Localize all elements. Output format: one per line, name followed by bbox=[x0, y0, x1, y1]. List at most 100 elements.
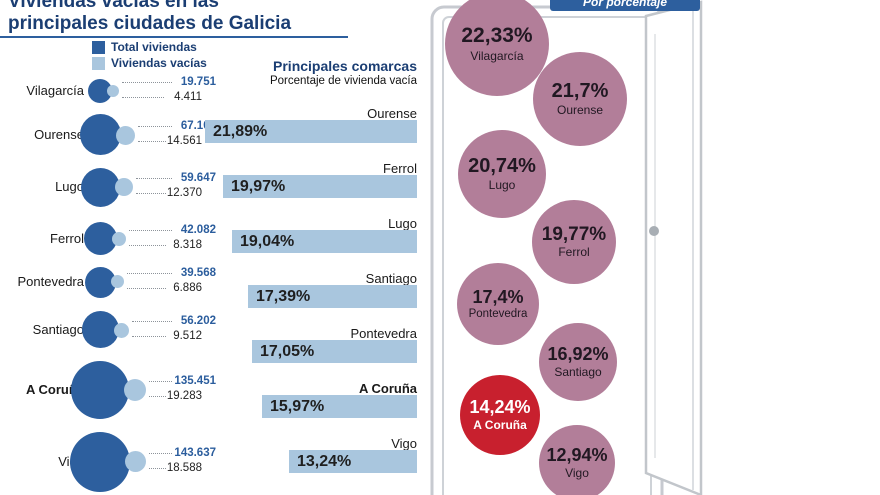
bar-row-label: Vigo bbox=[391, 436, 417, 451]
pct-circle-lugo: 20,74% Lugo bbox=[458, 130, 546, 218]
bar-row-label: Ourense bbox=[367, 106, 417, 121]
leader-line bbox=[136, 193, 166, 194]
bar-value-label: 19,97% bbox=[231, 178, 286, 195]
pct-value: 17,4% bbox=[472, 287, 524, 308]
leader-line bbox=[129, 230, 172, 231]
pct-value: 21,7% bbox=[551, 80, 609, 102]
pct-value: 14,24% bbox=[469, 397, 531, 418]
leader-line bbox=[132, 336, 166, 337]
legend: Total viviendas Viviendas vacías bbox=[92, 39, 207, 71]
vacant-value: 14.561 bbox=[166, 135, 202, 147]
leader-line bbox=[122, 82, 172, 83]
pct-value: 20,74% bbox=[468, 155, 536, 177]
leader-line bbox=[127, 273, 172, 274]
pct-city-name: A Coruña bbox=[473, 417, 527, 432]
leader-line bbox=[149, 468, 166, 469]
city-row-ferrol: Ferrol 42.082 8.318 bbox=[0, 204, 230, 274]
city-label: Vilagarcía bbox=[26, 83, 84, 98]
leader-line bbox=[122, 97, 164, 98]
total-value: 135.451 bbox=[174, 375, 216, 387]
city-row-vilagarcia: Vilagarcía 19.751 4.411 bbox=[0, 56, 230, 126]
total-bubble bbox=[70, 432, 130, 492]
city-label: Ourense bbox=[34, 127, 84, 142]
total-bubble bbox=[80, 114, 121, 155]
pct-value: 12,94% bbox=[546, 445, 608, 466]
total-value: 42.082 bbox=[180, 224, 216, 236]
vacant-value: 8.318 bbox=[173, 239, 202, 251]
bar-value-label: 17,05% bbox=[260, 343, 315, 360]
page-title-line2: principales ciudades de Galicia bbox=[8, 13, 292, 34]
leader-line bbox=[149, 396, 166, 397]
bar: 13,24% bbox=[289, 450, 417, 473]
pct-value: 16,92% bbox=[547, 344, 609, 365]
title-divider bbox=[0, 36, 348, 38]
city-row-lugo: Lugo 59.647 12.370 bbox=[0, 152, 230, 222]
vacant-value: 18.588 bbox=[166, 462, 202, 474]
bar-chart: Principales comarcas Porcentaje de vivie… bbox=[205, 0, 418, 495]
leader-line bbox=[129, 245, 166, 246]
pct-circle-vilagarcia: 22,33% Vilagarcía bbox=[445, 0, 549, 96]
total-value: 59.647 bbox=[180, 172, 216, 184]
pct-circle-ferrol: 19,77% Ferrol bbox=[532, 200, 616, 284]
bar-row-label: Pontevedra bbox=[350, 326, 418, 341]
leader-line bbox=[136, 178, 172, 179]
page-title: Viviendas vacías en las principales ciud… bbox=[8, 0, 353, 35]
bar-chart-subtitle: Porcentaje de vivienda vacía bbox=[269, 75, 417, 87]
pct-circle-vigo: 12,94% Vigo bbox=[539, 425, 615, 495]
bar-value-label: 13,24% bbox=[297, 453, 352, 470]
vacant-value: 19.283 bbox=[166, 390, 202, 402]
city-row-pontevedra: Pontevedra 39.568 6.886 bbox=[0, 247, 230, 317]
pct-city-name: Lugo bbox=[488, 178, 516, 192]
city-row-a-coruna: A Coruña 135.451 19.283 bbox=[0, 355, 230, 425]
vacant-value: 6.886 bbox=[173, 282, 202, 294]
pct-city-name: Ourense bbox=[556, 103, 604, 117]
pct-value: 22,33% bbox=[461, 24, 533, 48]
pct-city-name: Pontevedra bbox=[468, 307, 528, 320]
city-row-ourense: Ourense 67.105 14.561 bbox=[0, 100, 230, 170]
total-value: 143.637 bbox=[174, 447, 216, 459]
bar: 21,89% bbox=[205, 120, 417, 143]
bar-chart-title: Principales comarcas bbox=[273, 58, 417, 74]
city-label: Lugo bbox=[55, 179, 84, 194]
total-bubble bbox=[71, 361, 129, 419]
bar-row-label: Lugo bbox=[388, 216, 417, 231]
city-label: A Coruña bbox=[25, 382, 84, 397]
legend-row-total: Total viviendas bbox=[92, 39, 207, 55]
bar-row-label: Ferrol bbox=[383, 161, 417, 176]
page-title-line1: Viviendas vacías en las bbox=[8, 0, 219, 12]
total-value: 56.202 bbox=[180, 315, 216, 327]
leader-line bbox=[149, 453, 172, 454]
pct-city-name: Vigo bbox=[565, 465, 589, 480]
city-row-vigo: Vigo 143.637 18.588 bbox=[0, 427, 230, 495]
bar: 15,97% bbox=[262, 395, 417, 418]
pct-city-name: Ferrol bbox=[558, 245, 590, 260]
leader-line bbox=[149, 381, 172, 382]
bar: 19,97% bbox=[223, 175, 417, 198]
bar-value-label: 17,39% bbox=[256, 288, 311, 305]
total-bubble bbox=[81, 168, 120, 207]
total-value: 39.568 bbox=[180, 267, 216, 279]
leader-line bbox=[127, 288, 166, 289]
total-color-swatch bbox=[92, 40, 105, 54]
vacant-bubble bbox=[107, 85, 119, 97]
pct-circle-santiago: 16,92% Santiago bbox=[539, 323, 617, 401]
pct-value: 19,77% bbox=[541, 223, 607, 245]
total-value: 19.751 bbox=[180, 76, 216, 88]
vacant-bubble bbox=[124, 379, 146, 401]
legend-total-label: Total viviendas bbox=[111, 40, 197, 54]
vacant-value: 9.512 bbox=[173, 330, 202, 342]
total-bubble bbox=[82, 311, 119, 348]
bar: 17,39% bbox=[248, 285, 417, 308]
city-label: Ferrol bbox=[50, 231, 84, 246]
bar-row-label: Santiago bbox=[365, 271, 417, 286]
pct-circle-a-coruna: 14,24% A Coruña bbox=[460, 375, 540, 455]
bar: 19,04% bbox=[232, 230, 417, 253]
vacant-value: 12.370 bbox=[166, 187, 202, 199]
vacant-bubble bbox=[114, 323, 129, 338]
legend-row-vacant: Viviendas vacías bbox=[92, 55, 207, 71]
vacant-bubble bbox=[116, 126, 135, 145]
city-row-santiago: Santiago 56.202 9.512 bbox=[0, 295, 230, 365]
city-label: Pontevedra bbox=[17, 274, 85, 289]
leader-line bbox=[138, 126, 172, 127]
